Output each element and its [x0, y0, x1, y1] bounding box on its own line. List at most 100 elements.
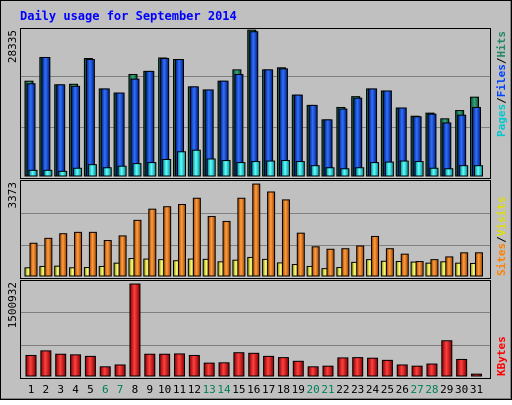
bar-kbytes-25	[381, 359, 393, 377]
x-tick-label: 5	[87, 383, 94, 396]
bar-kbytes-16	[248, 352, 260, 377]
bar-sites-20	[311, 246, 320, 277]
bar-sites-1	[29, 242, 38, 277]
bar-files-10	[160, 58, 170, 177]
x-tick-label: 4	[72, 383, 79, 396]
bar-kbytes-20	[307, 366, 319, 377]
x-tick-label: 22	[336, 383, 349, 396]
bar-pages-23	[355, 167, 365, 177]
x-tick-label: 6	[102, 383, 109, 396]
bar-sites-14	[222, 220, 231, 277]
x-tick-label: 2	[43, 383, 50, 396]
bar-kbytes-17	[263, 355, 275, 377]
bar-sites-29	[445, 256, 454, 277]
bar-kbytes-13	[203, 362, 215, 377]
x-tick-label: 11	[173, 383, 186, 396]
panel-kbytes-border	[20, 280, 491, 379]
bar-sites-25	[385, 248, 394, 277]
legend-hits-panel: Pages/Files/Hits	[495, 31, 508, 137]
bar-files-17	[264, 69, 274, 177]
legend-entry: Hits	[495, 31, 508, 58]
bar-sites-18	[281, 199, 290, 277]
bar-pages-6	[102, 167, 112, 177]
bar-sites-12	[192, 197, 201, 277]
bar-pages-16	[251, 161, 261, 177]
bar-kbytes-3	[55, 353, 67, 377]
bar-files-8	[130, 78, 140, 177]
bar-files-6	[100, 88, 110, 177]
bar-pages-2	[43, 169, 53, 177]
bar-pages-31	[474, 165, 483, 177]
bar-kbytes-22	[337, 357, 349, 377]
bar-files-15	[234, 73, 244, 177]
bar-sites-31	[475, 252, 483, 277]
bar-sites-11	[178, 204, 186, 277]
bar-sites-10	[163, 206, 172, 277]
x-tick-label: 3	[57, 383, 64, 396]
bar-kbytes-4	[70, 354, 82, 377]
bar-pages-24	[370, 162, 380, 177]
x-tick-label: 25	[381, 383, 394, 396]
legend-entry: Sites	[495, 243, 508, 276]
bar-sites-17	[267, 191, 276, 277]
chart-title: Daily usage for September 2014	[20, 9, 237, 23]
bar-pages-21	[325, 167, 335, 177]
bar-pages-27	[414, 161, 424, 177]
x-tick-label: 28	[425, 383, 438, 396]
x-tick-label: 15	[232, 383, 245, 396]
x-tick-label: 10	[158, 383, 171, 396]
bar-sites-23	[356, 245, 365, 277]
bar-kbytes-29	[441, 340, 453, 377]
bar-sites-9	[148, 208, 157, 277]
bar-files-2	[41, 56, 51, 177]
bar-pages-5	[87, 164, 97, 177]
legend-entry: KBytes	[495, 336, 508, 376]
x-tick-label: 9	[146, 383, 153, 396]
bar-pages-26	[399, 160, 409, 177]
bar-kbytes-2	[40, 350, 52, 377]
bar-sites-22	[341, 248, 350, 277]
x-tick-label: 20	[307, 383, 320, 396]
bar-sites-5	[88, 231, 97, 277]
bar-pages-20	[310, 165, 320, 177]
x-tick-label: 30	[455, 383, 468, 396]
bar-pages-10	[162, 159, 172, 177]
bar-kbytes-19	[292, 360, 304, 377]
bar-pages-19	[295, 161, 305, 177]
bar-pages-13	[206, 158, 216, 177]
bar-sites-19	[296, 232, 305, 277]
legend-entry: /	[495, 97, 508, 104]
x-tick-label: 17	[262, 383, 275, 396]
x-tick-label: 8	[132, 383, 139, 396]
bar-pages-14	[221, 160, 231, 177]
bar-pages-9	[147, 162, 157, 177]
bar-sites-15	[237, 197, 246, 277]
bar-kbytes-30	[456, 358, 468, 377]
bar-kbytes-9	[144, 353, 156, 377]
bar-pages-18	[280, 160, 290, 177]
y-max-label: 28335	[6, 30, 19, 63]
bar-sites-13	[207, 216, 216, 277]
bar-sites-6	[103, 240, 112, 277]
x-tick-label: 12	[188, 383, 201, 396]
legend-entry: Files	[495, 64, 508, 97]
bar-files-7	[115, 92, 125, 177]
bar-sites-16	[252, 183, 261, 277]
bar-sites-7	[118, 235, 127, 277]
bar-kbytes-21	[322, 365, 334, 377]
bar-kbytes-31	[471, 373, 482, 377]
bar-kbytes-23	[352, 357, 364, 377]
bar-pages-11	[177, 151, 186, 177]
bar-kbytes-8	[129, 283, 141, 377]
y-max-label: 1500932	[6, 282, 19, 328]
bar-kbytes-26	[396, 364, 408, 377]
bar-pages-22	[340, 168, 350, 177]
bar-pages-8	[132, 163, 142, 177]
bar-sites-30	[460, 252, 469, 277]
bar-kbytes-24	[367, 357, 379, 377]
bar-kbytes-18	[277, 357, 289, 377]
bar-kbytes-14	[218, 362, 230, 377]
bar-pages-3	[58, 170, 68, 177]
bar-kbytes-12	[188, 354, 200, 377]
